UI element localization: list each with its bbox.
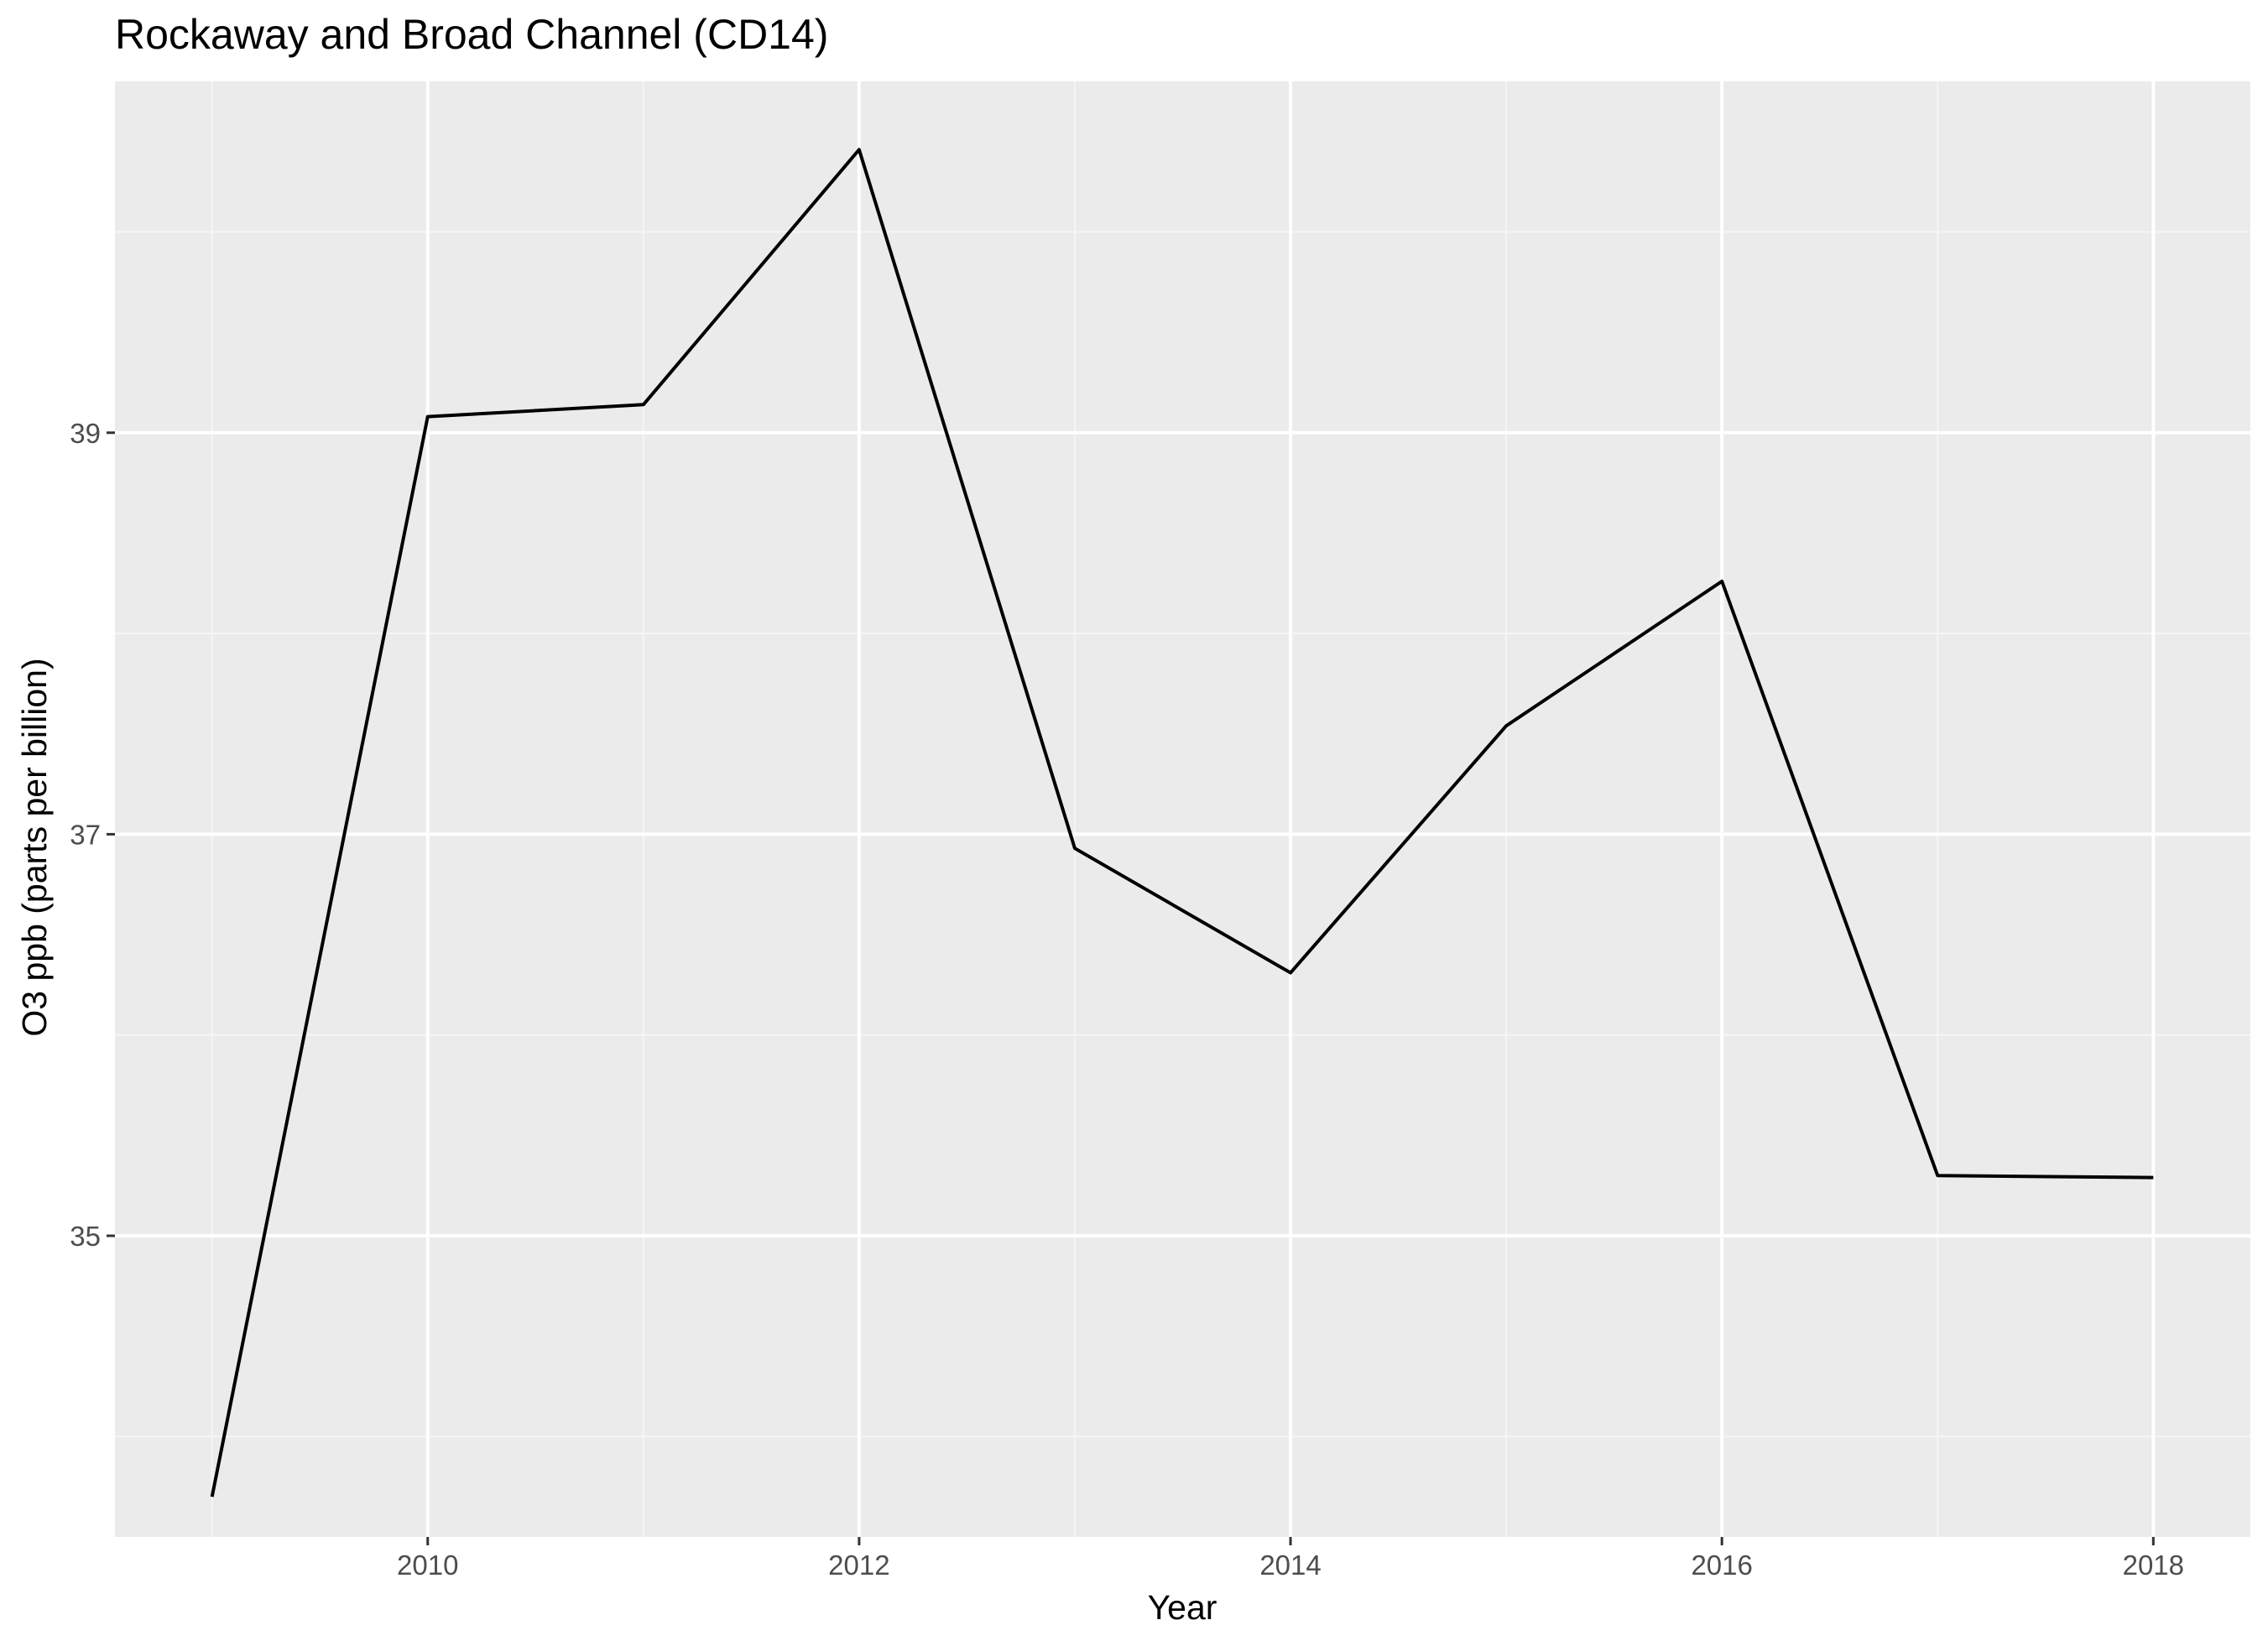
chart-title: Rockaway and Broad Channel (CD14) [115,11,828,58]
minor-gridlines [115,81,2250,1537]
x-axis: 2010 2012 2014 2016 2018 [397,1537,2184,1581]
y-axis: 35 37 39 [70,418,115,1252]
x-tick-label: 2014 [1259,1550,1321,1581]
series-line [210,148,2154,1498]
y-tick-label: 35 [70,1221,101,1252]
series-layer [210,148,2154,1498]
y-tick-label: 39 [70,418,101,449]
x-tick-label: 2018 [2123,1550,2184,1581]
x-tick-label: 2012 [828,1550,889,1581]
y-tick-label: 37 [70,819,101,850]
plot-panel [115,81,2250,1537]
x-tick-label: 2010 [397,1550,458,1581]
major-gridlines [115,81,2250,1537]
x-tick-label: 2016 [1691,1550,1752,1581]
x-axis-title: Year [1148,1588,1217,1627]
y-axis-title: O3 ppb (parts per billion) [15,658,54,1036]
